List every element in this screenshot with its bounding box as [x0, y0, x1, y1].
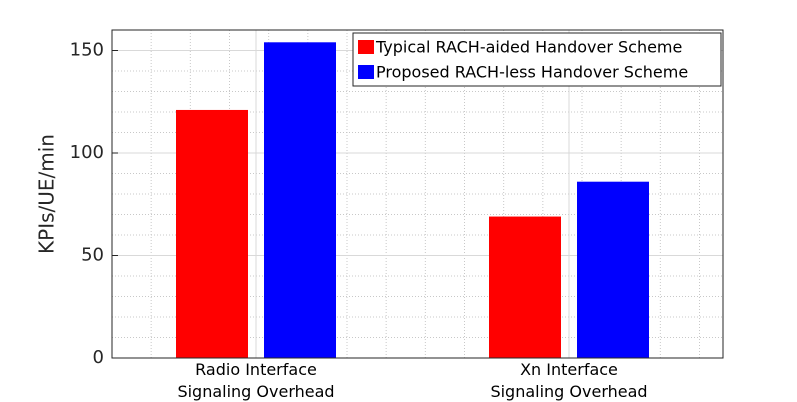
bar [176, 109, 248, 358]
legend-box [352, 32, 722, 87]
y-tick-label: 50 [81, 245, 104, 266]
bar [264, 42, 336, 359]
x-tick-label: Radio Interface Signaling Overhead [177, 360, 335, 401]
y-tick-label: 150 [70, 40, 104, 61]
legend: Typical RACH-aided Handover Scheme Propos… [352, 32, 722, 87]
axes-box [111, 29, 724, 359]
bar [489, 216, 561, 358]
legend-label: Proposed RACH-less Handover Scheme [376, 63, 688, 82]
legend-label: Typical RACH-aided Handover Scheme [375, 38, 682, 57]
y-tick-label: 100 [70, 142, 104, 163]
bar [577, 181, 649, 358]
legend-swatch [358, 65, 374, 79]
legend-swatch [358, 40, 374, 54]
x-tick-label: Xn Interface Signaling Overhead [490, 360, 648, 401]
y-axis-label: KPIs/UE/min [35, 134, 59, 254]
y-tick-label: 0 [93, 347, 104, 368]
